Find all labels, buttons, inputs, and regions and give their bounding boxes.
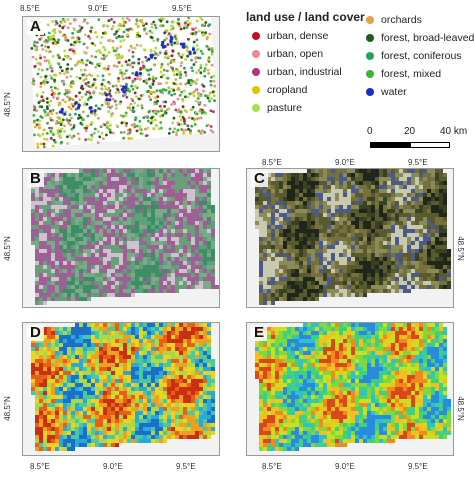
legend-swatch (252, 104, 260, 112)
panel-label: B (27, 171, 44, 187)
legend-item: urban, dense (252, 30, 328, 42)
land-cover-legend: land use / land cover urban, dense urban… (246, 10, 474, 130)
legend-item-label: orchards (381, 14, 422, 26)
lon-tick: 8.5°E (262, 158, 282, 167)
legend-item-label: urban, industrial (267, 66, 342, 78)
scale-label-0: 0 (367, 126, 373, 137)
legend-swatch (252, 32, 260, 40)
legend-swatch (366, 16, 374, 24)
legend-item: forest, mixed (366, 68, 441, 80)
scale-label-40: 40 km (440, 126, 468, 137)
lon-tick: 8.5°E (20, 4, 40, 13)
map-e-svg (247, 323, 453, 455)
map-panel-b: B (22, 168, 220, 308)
legend-item-label: forest, coniferous (381, 50, 462, 62)
legend-item-label: cropland (267, 84, 308, 96)
map-a-svg (30, 17, 218, 149)
map-c-svg (247, 169, 453, 307)
legend-item-label: forest, mixed (381, 68, 442, 80)
map-b-svg (23, 169, 219, 307)
legend-swatch (366, 34, 374, 42)
lat-tick: 48.5°N (2, 396, 12, 421)
map-panel-a: A (22, 16, 220, 152)
lat-tick: 48.5°N (2, 236, 12, 261)
map-panel-d: D (22, 322, 220, 456)
legend-swatch (366, 88, 374, 96)
panel-label: E (251, 325, 268, 341)
panel-label: A (27, 19, 44, 35)
lon-tick: 8.5°E (30, 462, 50, 471)
lon-tick: 9.5°E (172, 4, 192, 13)
lat-tick: 48.5°N (2, 92, 12, 117)
legend-item: forest, broad-leaved (366, 32, 474, 44)
lon-tick: 9.0°E (103, 462, 123, 471)
lon-tick: 9.5°E (408, 158, 428, 167)
legend-item-label: forest, broad-leaved (381, 32, 474, 44)
lon-tick: 9.0°E (88, 4, 108, 13)
map-panel-c: C (246, 168, 454, 308)
legend-swatch (252, 86, 260, 94)
legend-item-label: pasture (267, 102, 303, 114)
legend-swatch (366, 70, 374, 78)
lat-tick: 48.5°N (455, 236, 465, 261)
lat-tick: 48.5°N (455, 396, 465, 421)
scale-bar-white (410, 142, 450, 148)
legend-item: urban, open (252, 48, 323, 60)
legend-item: pasture (252, 102, 302, 114)
map-d-svg (23, 323, 219, 455)
legend-item: urban, industrial (252, 66, 342, 78)
legend-item: forest, coniferous (366, 50, 462, 62)
scale-bar-black (370, 142, 410, 148)
lon-tick: 8.5°E (262, 462, 282, 471)
legend-swatch (252, 50, 260, 58)
legend-item-label: urban, open (267, 48, 324, 60)
scale-bar: 0 20 40 km (352, 126, 474, 156)
legend-swatch (366, 52, 374, 60)
lon-tick: 9.0°E (335, 462, 355, 471)
legend-item-label: water (381, 86, 407, 98)
legend-title: land use / land cover (246, 10, 365, 24)
lon-tick: 9.5°E (408, 462, 428, 471)
legend-item: water (366, 86, 407, 98)
legend-item: cropland (252, 84, 307, 96)
panel-label: C (251, 171, 268, 187)
lon-tick: 9.5°E (176, 462, 196, 471)
legend-item-label: urban, dense (267, 30, 329, 42)
map-panel-e: E (246, 322, 454, 456)
lon-tick: 9.0°E (335, 158, 355, 167)
legend-swatch (252, 68, 260, 76)
panel-label: D (27, 325, 44, 341)
legend-item: orchards (366, 14, 422, 26)
scale-label-20: 20 (404, 126, 416, 137)
